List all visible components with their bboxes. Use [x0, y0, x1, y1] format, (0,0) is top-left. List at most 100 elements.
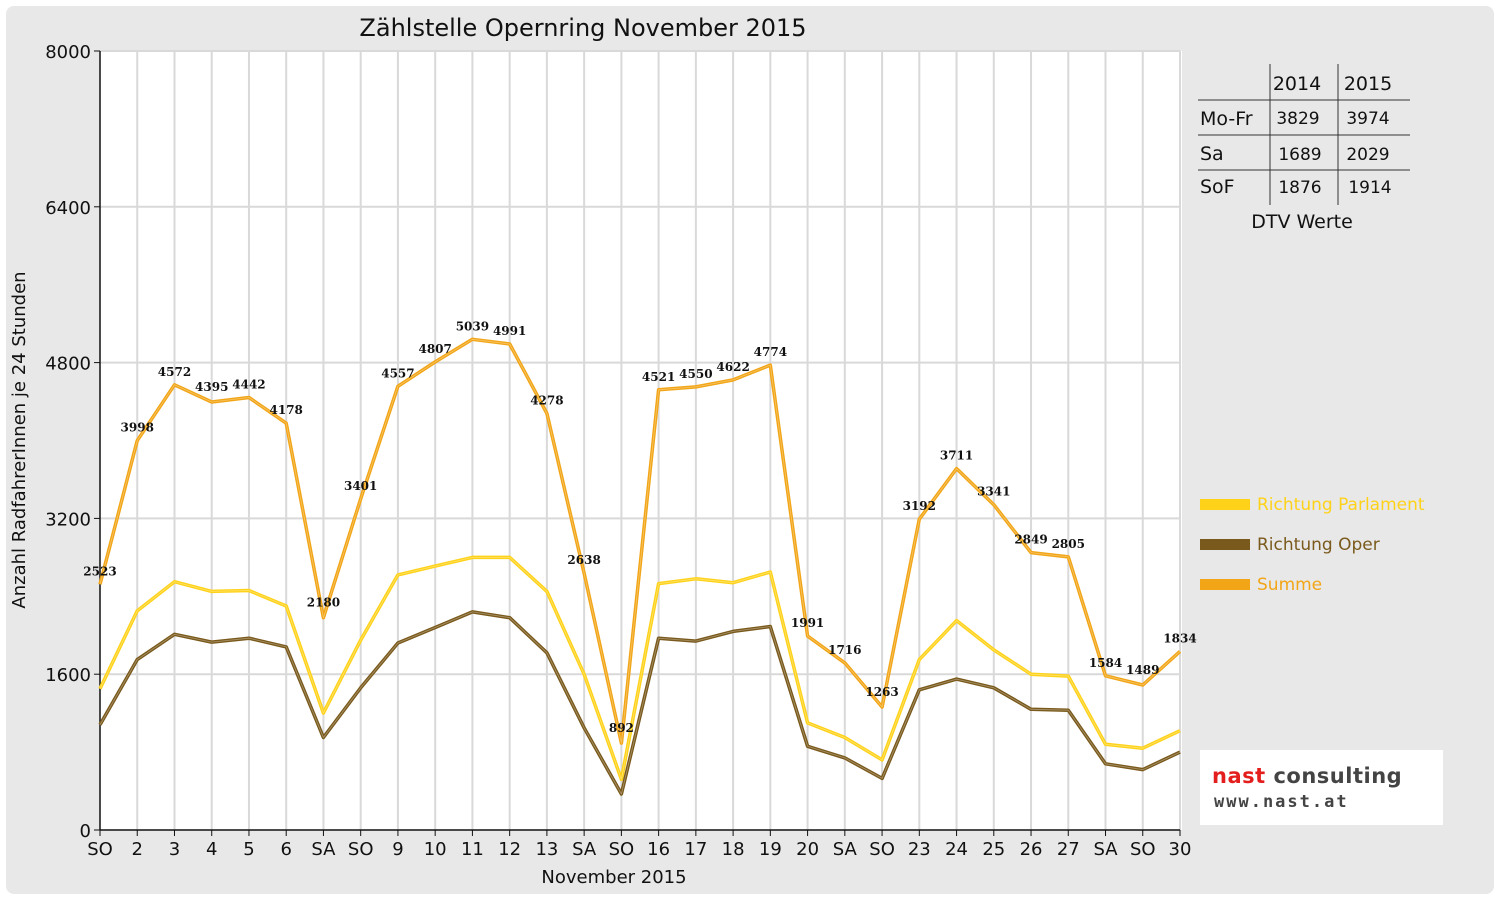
x-tick-label: 16 — [647, 839, 670, 860]
data-label: 4178 — [270, 403, 303, 417]
data-label: 5039 — [456, 319, 489, 333]
x-tick-label: SO — [609, 839, 635, 860]
dtv-cell: 3974 — [1346, 109, 1389, 129]
x-tick-label: 9 — [392, 839, 403, 860]
company-logo: nast consulting www.nast.at — [1200, 750, 1443, 825]
dtv-cell: 2029 — [1346, 145, 1389, 165]
data-label: 3998 — [121, 421, 154, 435]
series-line-parlament — [98, 555, 1181, 782]
data-label: 4991 — [493, 324, 526, 338]
series-line-parlament-highlight — [99, 557, 1181, 780]
x-tick-label: SA — [311, 839, 336, 860]
y-tick-label: 1600 — [45, 665, 91, 686]
x-tick-label: 26 — [1020, 839, 1043, 860]
data-labels: 2523 3998 4572 4395 4442 4178 2180 3401 4557 4807… — [83, 319, 1196, 735]
dtv-row-label: SoF — [1200, 176, 1235, 198]
data-label: 2523 — [83, 564, 116, 578]
x-tick-label: 25 — [982, 839, 1005, 860]
data-label: 2638 — [567, 553, 600, 567]
legend-label-oper: Richtung Oper — [1257, 535, 1380, 555]
x-axis-label: November 2015 — [541, 867, 686, 888]
x-tick-label: SA — [1093, 839, 1118, 860]
series-line-summe — [98, 337, 1182, 745]
x-tick-label: 3 — [169, 839, 180, 860]
y-tick-label: 0 — [80, 821, 91, 842]
x-tick-label: SO — [348, 839, 374, 860]
x-tick-label: 6 — [280, 839, 291, 860]
series-line-oper-highlight — [99, 611, 1181, 795]
data-label: 4550 — [679, 367, 712, 381]
data-label: 1834 — [1163, 631, 1196, 645]
x-tick-label: 12 — [498, 839, 521, 860]
x-tick-label: 24 — [945, 839, 968, 860]
data-label: 4521 — [642, 370, 675, 384]
logo-url: www.nast.at — [1214, 792, 1349, 812]
dtv-table: 2014 2015 Mo-Fr 3829 3974 Sa 1689 2029 S… — [1198, 64, 1410, 233]
dtv-cell: 1876 — [1278, 178, 1321, 198]
dtv-cell: 3829 — [1276, 109, 1319, 129]
gridlines — [100, 50, 1181, 830]
legend-swatch-oper — [1200, 539, 1250, 550]
x-tick-label: 4 — [206, 839, 217, 860]
x-tick-label: 23 — [908, 839, 931, 860]
data-label: 4572 — [158, 365, 191, 379]
legend: Richtung Parlament Richtung Oper Summe — [1200, 495, 1425, 595]
y-tick-label: 8000 — [45, 42, 91, 63]
plot-area — [100, 51, 1182, 830]
legend-label-summe: Summe — [1257, 575, 1322, 595]
dtv-row-label: Mo-Fr — [1200, 108, 1253, 130]
data-label: 2180 — [307, 596, 340, 610]
y-tick-label: 3200 — [45, 509, 91, 530]
x-tick-label: 18 — [722, 839, 745, 860]
x-tick-label: 17 — [684, 839, 707, 860]
dtv-cell: 1689 — [1278, 145, 1321, 165]
data-label: 4442 — [232, 377, 265, 391]
data-label: 2805 — [1052, 537, 1085, 551]
x-tick-label: 11 — [461, 839, 484, 860]
data-label: 4622 — [716, 360, 749, 374]
series-line-summe-highlight — [99, 338, 1181, 744]
data-label: 3401 — [344, 479, 377, 493]
x-tick-label: 5 — [243, 839, 254, 860]
dtv-cell: 1914 — [1348, 178, 1391, 198]
dtv-row-label: Sa — [1200, 143, 1224, 165]
chart-title: Zählstelle Opernring November 2015 — [359, 14, 806, 42]
x-tick-label: 20 — [796, 839, 819, 860]
dtv-caption: DTV Werte — [1251, 211, 1353, 233]
dtv-header-2014: 2014 — [1273, 73, 1321, 95]
data-label: 1263 — [865, 685, 898, 699]
x-tick-label: 2 — [132, 839, 143, 860]
data-label: 3711 — [940, 449, 973, 463]
x-tick-label: SA — [572, 839, 597, 860]
data-label: 4278 — [530, 393, 563, 407]
y-tick-label: 6400 — [45, 198, 91, 219]
y-axis-label: Anzahl RadfahrerInnen je 24 Stunden — [9, 271, 30, 608]
x-tick-label: SO — [87, 839, 113, 860]
legend-swatch-summe — [1200, 579, 1250, 590]
x-tick-label: SO — [869, 839, 895, 860]
data-label: 3192 — [903, 499, 936, 513]
legend-swatch-parlament — [1200, 499, 1250, 510]
logo-name: nast consulting — [1212, 764, 1403, 788]
x-tick-label: SA — [833, 839, 858, 860]
data-label: 2849 — [1014, 533, 1047, 547]
series-line-oper — [98, 610, 1181, 796]
data-label: 1584 — [1089, 656, 1122, 670]
y-tick-label: 4800 — [45, 354, 91, 375]
data-label: 4557 — [381, 366, 414, 380]
x-tick-label: 10 — [424, 839, 447, 860]
data-label: 1489 — [1126, 663, 1159, 677]
dtv-header-2015: 2015 — [1344, 73, 1392, 95]
x-tick-label: 13 — [535, 839, 558, 860]
data-label: 892 — [609, 721, 634, 735]
x-tick-label: 30 — [1169, 839, 1192, 860]
data-label: 4807 — [418, 342, 451, 356]
series-lines — [98, 337, 1182, 796]
data-label: 1991 — [791, 616, 824, 630]
data-label: 4395 — [195, 380, 228, 394]
data-label: 1716 — [828, 643, 861, 657]
x-tick-label: 27 — [1057, 839, 1080, 860]
legend-label-parlament: Richtung Parlament — [1257, 495, 1425, 515]
